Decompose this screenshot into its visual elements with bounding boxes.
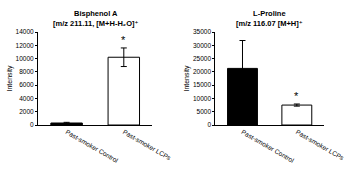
svg-text:Bisphenol A[m/z 211.11, [M+H-H: Bisphenol A[m/z 211.11, [M+H-H₂O]⁺ (53, 9, 138, 28)
svg-text:2000: 2000 (19, 108, 34, 115)
svg-text:Intensity: Intensity (6, 65, 14, 92)
svg-text:15000: 15000 (193, 81, 211, 88)
svg-text:20000: 20000 (193, 68, 211, 75)
svg-text:L-Proline[m/z 116.07 [M+H]⁺: L-Proline[m/z 116.07 [M+H]⁺ (236, 9, 303, 28)
svg-text:Past-smoker Control: Past-smoker Control (240, 128, 295, 164)
svg-text:0: 0 (30, 121, 34, 128)
svg-text:35000: 35000 (193, 28, 211, 35)
svg-text:25000: 25000 (193, 55, 211, 62)
svg-text:8000: 8000 (19, 68, 34, 75)
svg-text:30000: 30000 (193, 42, 211, 49)
svg-text:Intensity: Intensity (183, 65, 191, 92)
svg-text:6000: 6000 (19, 81, 34, 88)
svg-text:10000: 10000 (16, 55, 34, 62)
svg-text:*: * (294, 90, 299, 102)
svg-text:*: * (121, 34, 126, 46)
svg-text:Past-smoker LCPs: Past-smoker LCPs (122, 128, 173, 162)
svg-text:Past-smoker LCPs: Past-smoker LCPs (295, 128, 346, 162)
svg-text:Past-smoker Control: Past-smoker Control (64, 128, 119, 164)
svg-text:14000: 14000 (16, 28, 34, 35)
svg-text:12000: 12000 (16, 42, 34, 49)
svg-text:4000: 4000 (19, 95, 34, 102)
svg-text:5000: 5000 (197, 108, 212, 115)
svg-text:10000: 10000 (193, 95, 211, 102)
svg-text:0: 0 (207, 121, 211, 128)
